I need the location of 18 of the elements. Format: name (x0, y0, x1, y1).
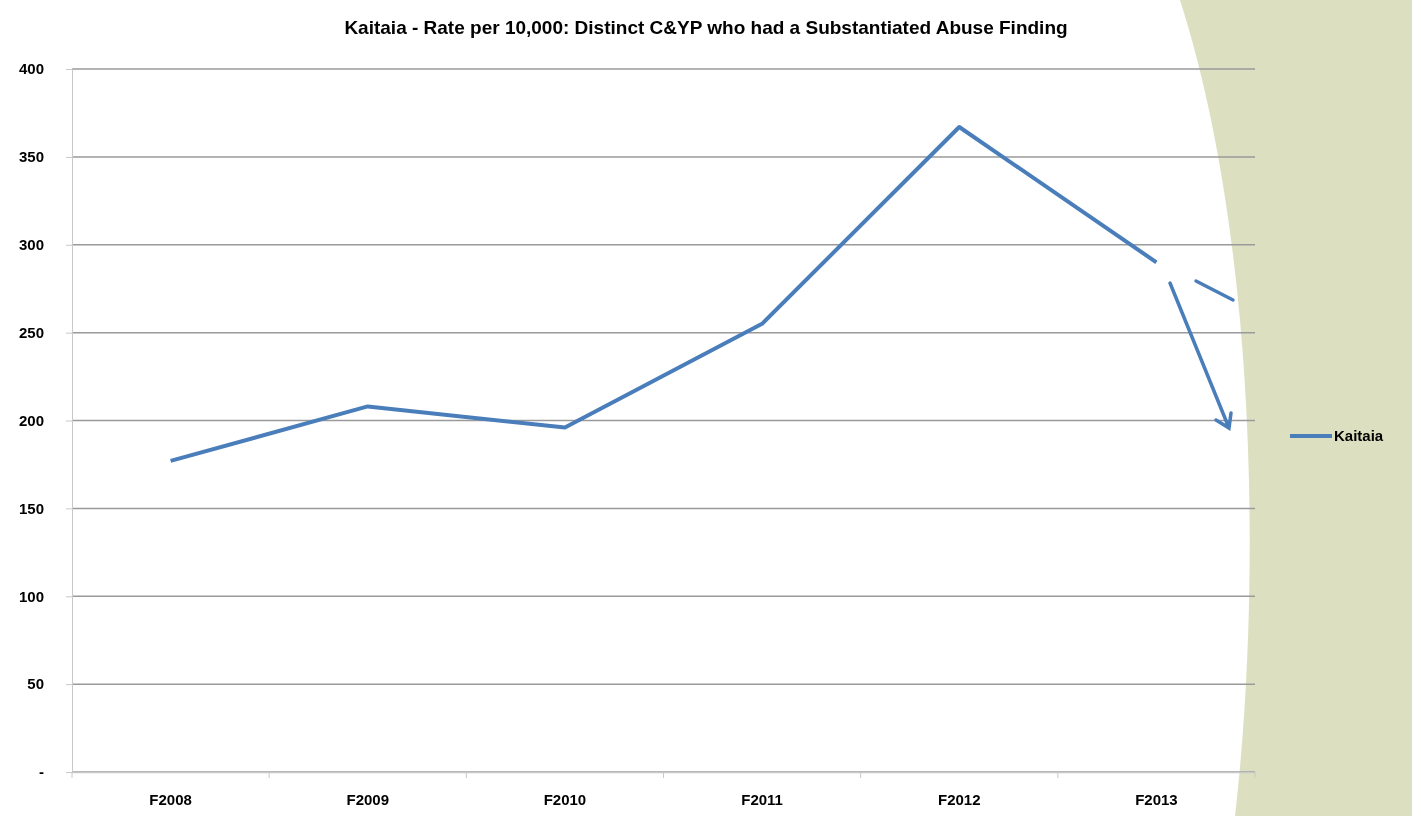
y-tick-label: 150 (18, 499, 44, 517)
y-tick-label: 100 (18, 587, 44, 605)
y-tick-label: 400 (18, 60, 44, 78)
y-tick-label: - (39, 763, 44, 781)
legend-label: Kaitaia (1334, 427, 1384, 444)
chart-title: Kaitaia - Rate per 10,000: Distinct C&YP who had a Substantiated Abuse Finding (344, 17, 1068, 38)
y-tick-label: 300 (18, 236, 44, 254)
x-tick-label: F2010 (543, 790, 587, 808)
x-tick-label: F2011 (741, 790, 783, 808)
x-tick-label: F2013 (1135, 790, 1178, 808)
x-tick-label: F2012 (937, 790, 981, 808)
x-tick-label: F2008 (149, 790, 192, 808)
line-series (168, 125, 1159, 463)
y-tick-label: 50 (27, 675, 44, 693)
y-tick-label: 350 (18, 148, 44, 166)
y-tick-label: 250 (18, 323, 44, 341)
x-tick-label: F2009 (346, 790, 390, 808)
y-tick-label: 200 (18, 411, 44, 429)
